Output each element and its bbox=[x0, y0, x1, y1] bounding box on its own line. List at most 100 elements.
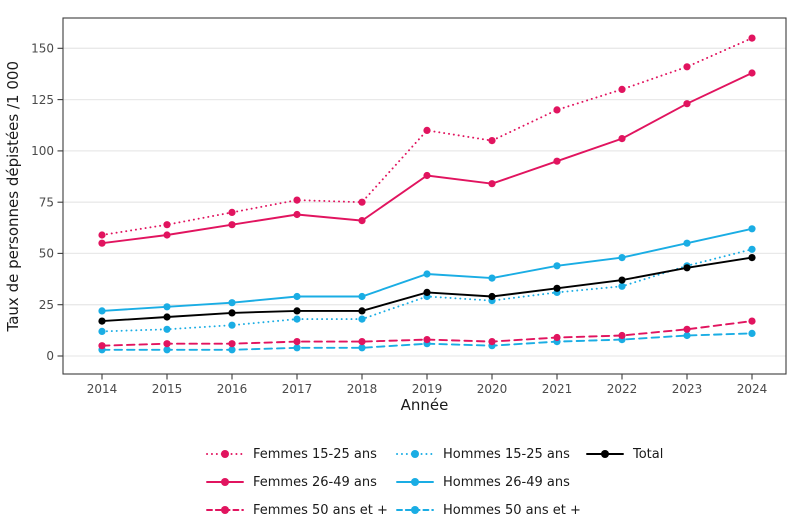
data-point-hommes-15-25-ans bbox=[748, 245, 756, 253]
y-tick-label: 150 bbox=[31, 42, 54, 56]
data-point-total bbox=[98, 317, 106, 325]
data-point-femmes-50-ans-et-plus bbox=[748, 317, 756, 325]
legend-item-femmes-15-25-ans: Femmes 15-25 ans bbox=[205, 440, 388, 468]
series-line-femmes-26-49-ans bbox=[101, 72, 753, 245]
data-point-femmes-26-49-ans bbox=[618, 135, 626, 143]
y-tick-label: 125 bbox=[31, 93, 54, 107]
legend-label: Femmes 15-25 ans bbox=[253, 446, 377, 462]
data-point-hommes-26-49-ans bbox=[228, 299, 236, 307]
data-point-hommes-15-25-ans bbox=[163, 325, 171, 333]
legend-marker-dotted-icon bbox=[206, 450, 244, 458]
legend-label: Hommes 15-25 ans bbox=[443, 446, 570, 462]
legend-marker-dashed-icon bbox=[206, 506, 244, 514]
legend-column: Femmes 15-25 ans Femmes 26-49 ans Femmes 5… bbox=[205, 440, 388, 524]
y-tick-label: 75 bbox=[39, 195, 54, 209]
legend-item-hommes-50-ans-et-plus: Hommes 50 ans et + bbox=[395, 496, 581, 524]
y-axis-label: Taux de personnes dépistées /1 000 bbox=[4, 60, 22, 332]
data-point-hommes-26-49-ans bbox=[423, 270, 431, 278]
x-tick-label: 2020 bbox=[477, 382, 508, 396]
legend-marker-solid-icon bbox=[586, 450, 624, 458]
data-point-femmes-26-49-ans bbox=[293, 210, 301, 219]
data-point-hommes-50-ans-et-plus bbox=[163, 346, 171, 354]
data-point-total bbox=[618, 276, 626, 284]
x-tick-label: 2014 bbox=[87, 382, 118, 396]
data-point-hommes-50-ans-et-plus bbox=[293, 344, 301, 352]
data-point-femmes-26-49-ans bbox=[358, 217, 366, 225]
legend-label: Femmes 26-49 ans bbox=[253, 474, 377, 490]
legend-item-hommes-15-25-ans: Hommes 15-25 ans bbox=[395, 440, 581, 468]
data-point-femmes-50-ans-et-plus bbox=[163, 340, 171, 348]
data-point-total bbox=[293, 307, 301, 315]
x-tick-label: 2021 bbox=[542, 382, 573, 396]
data-point-femmes-15-25-ans bbox=[683, 63, 691, 71]
data-point-femmes-26-49-ans bbox=[163, 231, 171, 239]
data-point-hommes-26-49-ans bbox=[553, 262, 561, 270]
data-point-femmes-15-25-ans bbox=[358, 198, 366, 206]
legend-item-total: Total bbox=[585, 440, 663, 468]
chart-legend: Femmes 15-25 ans Femmes 26-49 ans Femmes 5… bbox=[0, 440, 804, 525]
data-point-total bbox=[228, 309, 236, 317]
data-point-hommes-50-ans-et-plus bbox=[228, 346, 236, 354]
x-tick-label: 2015 bbox=[152, 382, 183, 396]
x-tick-label: 2018 bbox=[347, 382, 378, 396]
data-point-femmes-15-25-ans bbox=[293, 196, 301, 204]
data-point-femmes-15-25-ans bbox=[228, 208, 236, 216]
data-point-total bbox=[683, 264, 691, 272]
y-tick-label: 100 bbox=[31, 144, 54, 158]
legend-dot bbox=[411, 506, 419, 514]
data-point-femmes-50-ans-et-plus bbox=[293, 338, 301, 346]
y-axis-label-wrap: Taux de personnes dépistées /1 000 bbox=[2, 18, 24, 374]
data-point-femmes-15-25-ans bbox=[163, 221, 171, 229]
legend-marker-solid-icon bbox=[396, 478, 434, 486]
data-point-femmes-15-25-ans bbox=[98, 231, 106, 239]
y-tick-label: 0 bbox=[46, 349, 54, 363]
data-point-femmes-26-49-ans bbox=[98, 239, 106, 247]
legend-dot bbox=[411, 450, 419, 458]
legend-label: Hommes 26-49 ans bbox=[443, 474, 570, 490]
y-tick-label: 25 bbox=[39, 298, 54, 312]
data-point-femmes-26-49-ans bbox=[553, 157, 561, 165]
x-axis-label: Année bbox=[400, 396, 449, 414]
legend-column: Hommes 15-25 ans Hommes 26-49 ans Hommes 5… bbox=[395, 440, 581, 524]
data-point-femmes-26-49-ans bbox=[423, 171, 431, 180]
x-tick-label: 2016 bbox=[217, 382, 248, 396]
data-point-hommes-15-25-ans bbox=[98, 327, 106, 335]
data-point-hommes-26-49-ans bbox=[683, 239, 691, 247]
data-point-hommes-26-49-ans bbox=[293, 292, 301, 301]
legend-label: Total bbox=[633, 446, 664, 462]
data-point-femmes-50-ans-et-plus bbox=[358, 338, 366, 346]
data-point-hommes-15-25-ans bbox=[228, 321, 236, 329]
legend-marker-dashed-icon bbox=[396, 506, 434, 514]
x-tick-label: 2023 bbox=[672, 382, 703, 396]
data-point-hommes-15-25-ans bbox=[293, 315, 301, 323]
data-point-hommes-26-49-ans bbox=[358, 292, 366, 301]
legend-marker-dotted-icon bbox=[396, 450, 434, 458]
data-point-femmes-50-ans-et-plus bbox=[488, 338, 496, 346]
data-point-hommes-26-49-ans bbox=[748, 225, 756, 233]
legend-item-femmes-50-ans-et-plus: Femmes 50 ans et + bbox=[205, 496, 388, 524]
data-point-femmes-15-25-ans bbox=[748, 34, 756, 42]
data-point-femmes-26-49-ans bbox=[488, 180, 496, 188]
x-tick-label: 2024 bbox=[737, 382, 768, 396]
data-point-femmes-26-49-ans bbox=[683, 100, 691, 108]
data-point-total bbox=[748, 254, 756, 262]
data-point-hommes-26-49-ans bbox=[488, 274, 496, 282]
y-tick-label: 50 bbox=[39, 247, 54, 261]
series-line-femmes-15-25-ans bbox=[101, 37, 753, 236]
x-tick-label: 2017 bbox=[282, 382, 313, 396]
data-point-total bbox=[488, 292, 496, 301]
data-point-hommes-50-ans-et-plus bbox=[683, 331, 691, 340]
data-point-hommes-15-25-ans bbox=[358, 315, 366, 323]
plot-border bbox=[62, 17, 787, 375]
data-point-femmes-50-ans-et-plus bbox=[553, 333, 561, 342]
legend-column: Total bbox=[585, 440, 663, 468]
legend-item-hommes-26-49-ans: Hommes 26-49 ans bbox=[395, 468, 581, 496]
data-point-total bbox=[358, 307, 366, 315]
legend-item-femmes-26-49-ans: Femmes 26-49 ans bbox=[205, 468, 388, 496]
data-point-femmes-26-49-ans bbox=[228, 221, 236, 229]
data-point-hommes-26-49-ans bbox=[618, 254, 626, 262]
data-point-hommes-50-ans-et-plus bbox=[358, 344, 366, 352]
data-point-femmes-26-49-ans bbox=[748, 69, 756, 77]
data-point-femmes-50-ans-et-plus bbox=[228, 340, 236, 348]
